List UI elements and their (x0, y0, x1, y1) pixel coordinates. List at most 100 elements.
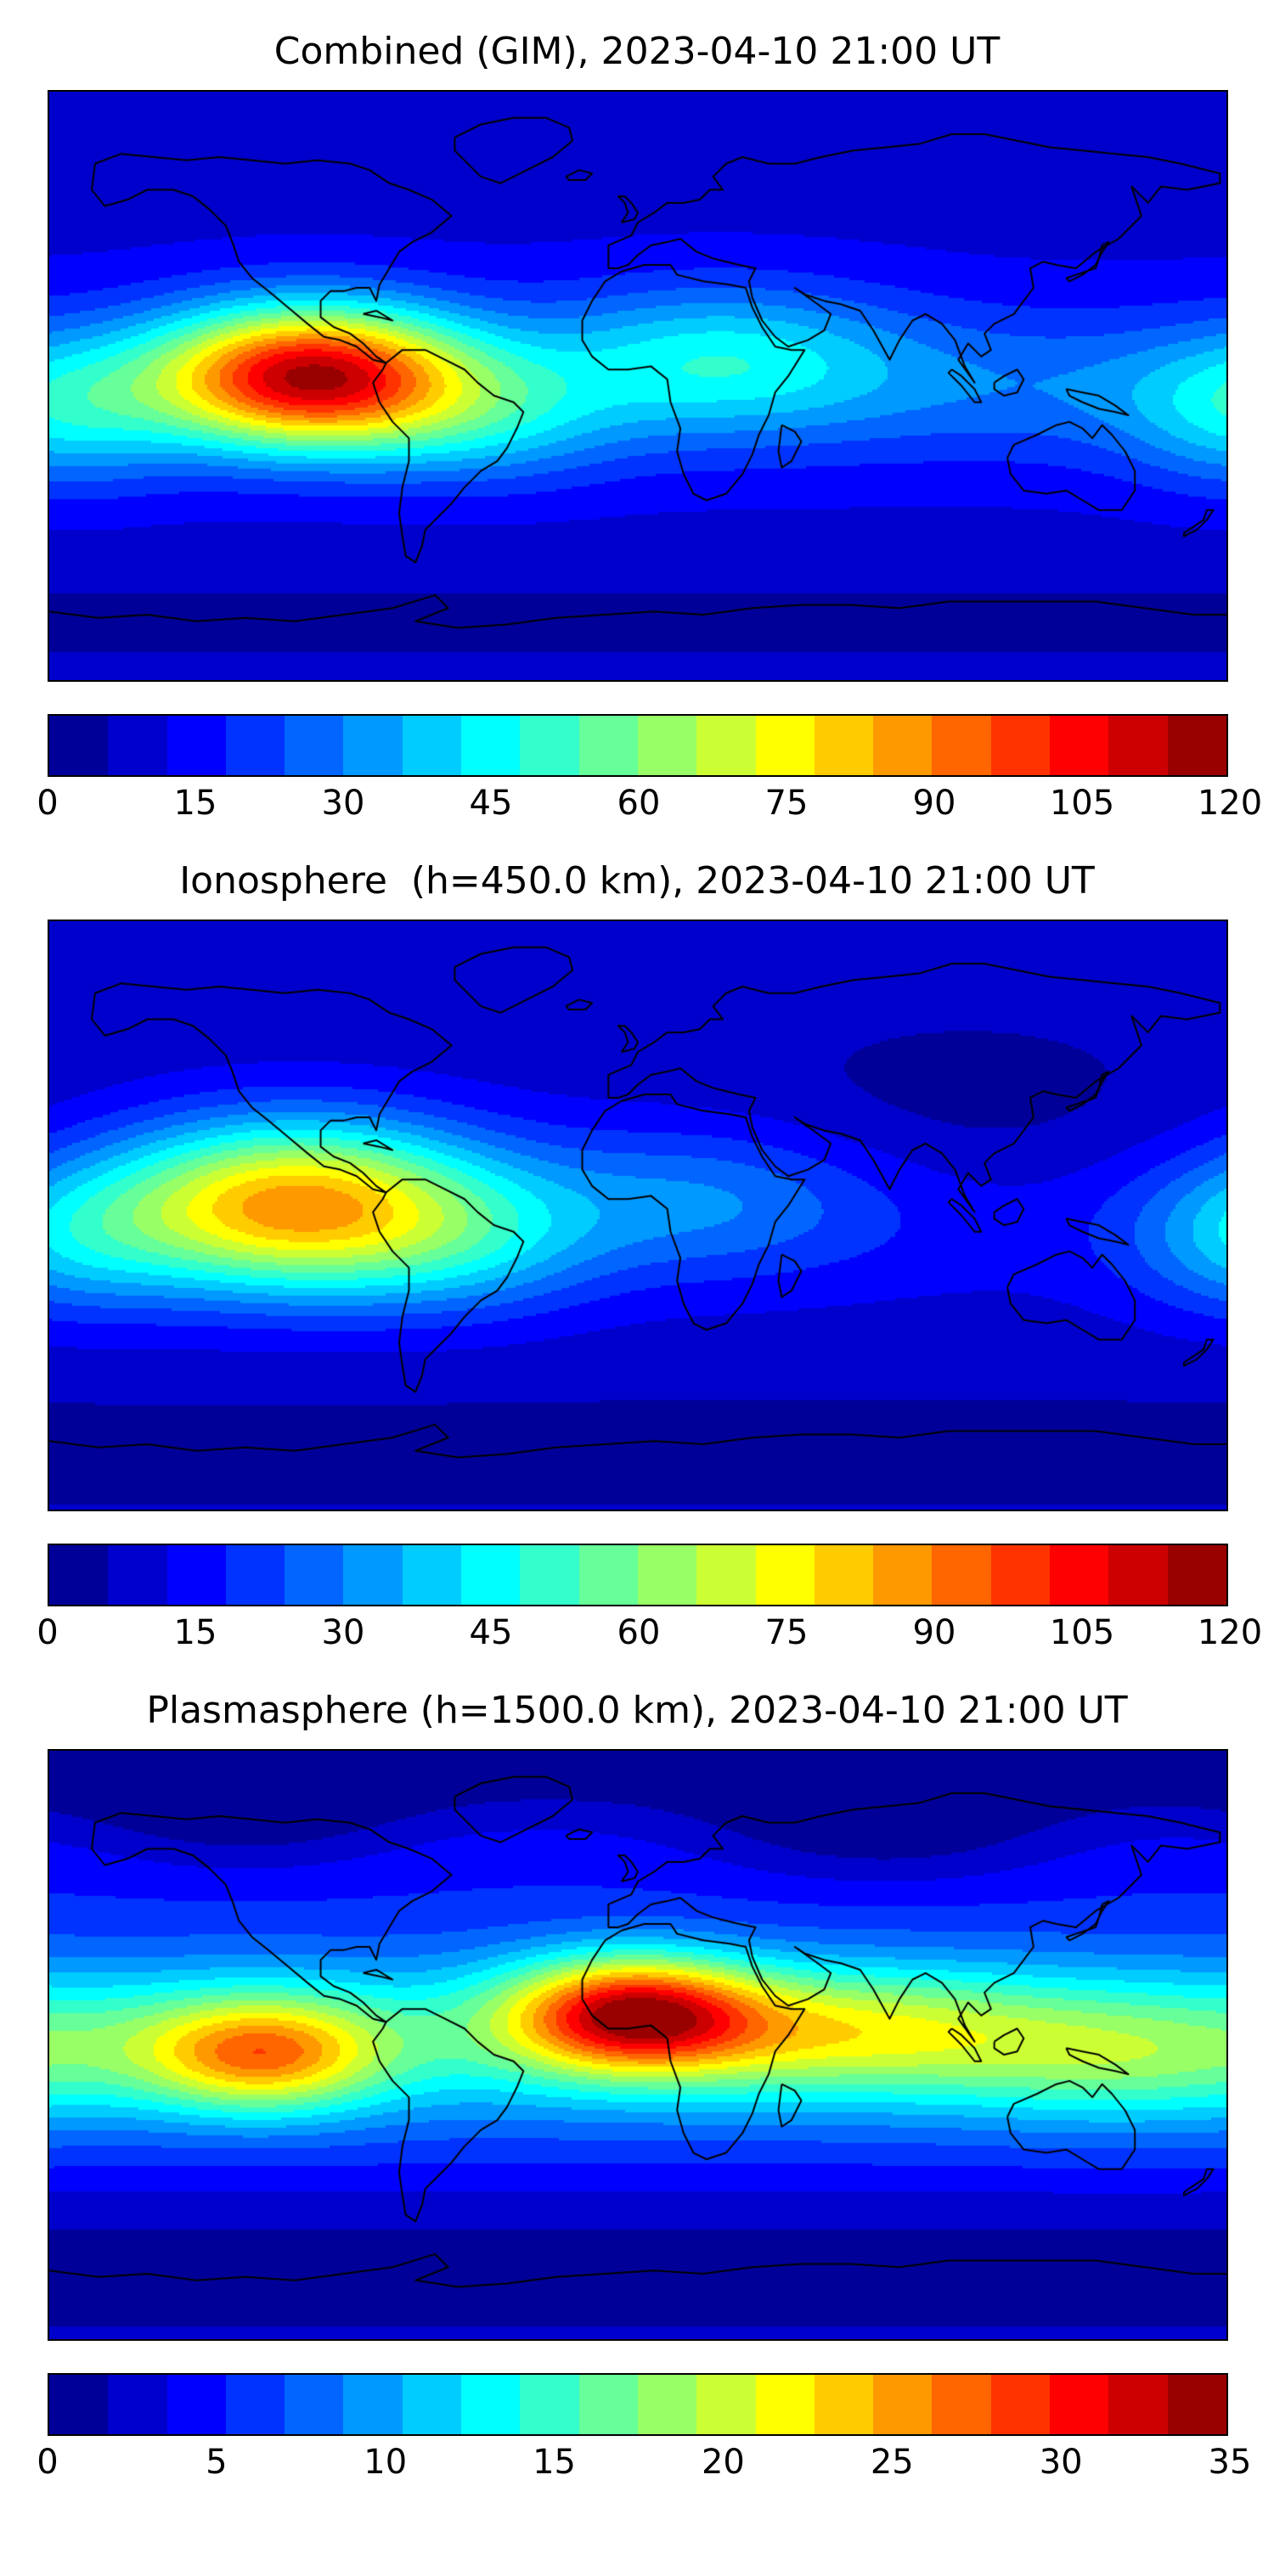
tec-figure: Combined (GIM), 2023-04-10 21:00 UT 0 15 3… (0, 29, 1274, 2492)
colorbar-segment (108, 716, 167, 775)
map-combined (48, 90, 1228, 682)
colorbar-segment (814, 716, 874, 775)
colorbar-tick-label: 60 (617, 1613, 661, 1652)
colorbar-ticks-ionosphere: 0 15 30 45 60 75 90 105 120 (37, 1610, 1262, 1662)
colorbar-segment (49, 1545, 109, 1605)
colorbar-tick-label: 15 (533, 2443, 577, 2482)
map-ionosphere (48, 920, 1228, 1511)
colorbar-segment (1050, 1545, 1109, 1605)
colorbar-segment (461, 1545, 521, 1605)
colorbar-segment (637, 716, 697, 775)
colorbar-segment (755, 2375, 815, 2434)
colorbar-segment (225, 1545, 285, 1605)
colorbar-segment (873, 1545, 933, 1605)
colorbar-segment (814, 1545, 874, 1605)
panel-title-combined: Combined (GIM), 2023-04-10 21:00 UT (273, 30, 1001, 73)
colorbar-segment (166, 2375, 226, 2434)
colorbar-segment (578, 2375, 638, 2434)
colorbar-segment (1108, 1545, 1168, 1605)
colorbar-segment (49, 716, 109, 775)
colorbar-segment (932, 716, 991, 775)
colorbar-segment (343, 2375, 403, 2434)
colorbar-segment (932, 2375, 991, 2434)
colorbar-segment (637, 2375, 697, 2434)
colorbar-tick-label: 0 (37, 784, 59, 823)
colorbar-segment (225, 716, 285, 775)
colorbar-segment (108, 1545, 167, 1605)
colorbar-tick-label: 45 (469, 784, 513, 823)
colorbar-tick-label: 25 (870, 2443, 914, 2482)
colorbar-segment (1108, 716, 1168, 775)
colorbar-segment (520, 1545, 579, 1605)
colorbar-segment (932, 1545, 991, 1605)
colorbar-segment (402, 2375, 462, 2434)
colorbar-segment (873, 2375, 933, 2434)
colorbar-segment (696, 2375, 756, 2434)
colorbar-segment (990, 1545, 1051, 1605)
colorbar-segment (578, 716, 638, 775)
colorbar-segment (343, 1545, 403, 1605)
panel-plasmasphere: Plasmasphere (h=1500.0 km), 2023-04-10 2… (0, 1688, 1274, 2492)
panel-title-plasmasphere: Plasmasphere (h=1500.0 km), 2023-04-10 2… (146, 1689, 1128, 1732)
colorbar-tick-label: 35 (1208, 2443, 1252, 2482)
colorbar-segment (285, 716, 344, 775)
colorbar-tick-label: 45 (469, 1613, 513, 1652)
colorbar-ticks-combined: 0 15 30 45 60 75 90 105 120 (37, 780, 1262, 833)
colorbar-segment (461, 716, 521, 775)
colorbar-plasmasphere (48, 2373, 1228, 2436)
colorbar-segment (696, 716, 756, 775)
colorbar-tick-label: 60 (617, 784, 661, 823)
colorbar-tick-label: 30 (1039, 2443, 1083, 2482)
colorbar-segment (166, 1545, 226, 1605)
colorbar-segment (1167, 716, 1226, 775)
colorbar-segment (1167, 2375, 1226, 2434)
tec-map-canvas-combined (49, 92, 1226, 680)
colorbar-tick-label: 90 (912, 1613, 956, 1652)
colorbar-segment (637, 1545, 697, 1605)
colorbar-segment (225, 2375, 285, 2434)
colorbar-tick-label: 105 (1049, 1613, 1115, 1652)
colorbar-tick-label: 120 (1197, 1613, 1263, 1652)
panel-title-ionosphere: Ionosphere (h=450.0 km), 2023-04-10 21:0… (179, 859, 1095, 903)
colorbar-segment (578, 1545, 638, 1605)
tec-map-canvas-plasmasphere (49, 1751, 1226, 2339)
colorbar-segment (990, 716, 1051, 775)
colorbar-tick-label: 30 (321, 1613, 365, 1652)
colorbar-segment (461, 2375, 521, 2434)
panel-ionosphere: Ionosphere (h=450.0 km), 2023-04-10 21:0… (0, 858, 1274, 1662)
colorbar-tick-label: 75 (764, 1613, 809, 1652)
colorbar-ticks-plasmasphere: 0 5 10 15 20 25 30 35 (37, 2439, 1251, 2492)
colorbar-segment (873, 716, 933, 775)
colorbar-segment (696, 1545, 756, 1605)
colorbar-tick-label: 30 (321, 784, 365, 823)
colorbar-tick-label: 120 (1197, 784, 1263, 823)
colorbar-segment (1167, 1545, 1226, 1605)
colorbar-segment (755, 1545, 815, 1605)
colorbar-tick-label: 90 (912, 784, 956, 823)
colorbar-segment (990, 2375, 1051, 2434)
colorbar-tick-label: 10 (364, 2443, 408, 2482)
colorbar-tick-label: 20 (701, 2443, 745, 2482)
colorbar-segment (1050, 2375, 1109, 2434)
colorbar-segment (166, 716, 226, 775)
colorbar-segment (49, 2375, 109, 2434)
colorbar-tick-label: 15 (173, 784, 217, 823)
map-plasmasphere (48, 1749, 1228, 2341)
colorbar-segment (1108, 2375, 1168, 2434)
colorbar-tick-label: 0 (37, 1613, 59, 1652)
colorbar-combined (48, 714, 1228, 777)
colorbar-segment (108, 2375, 167, 2434)
colorbar-segment (520, 2375, 579, 2434)
colorbar-segment (520, 716, 579, 775)
colorbar-tick-label: 15 (173, 1613, 217, 1652)
colorbar-segment (343, 716, 403, 775)
colorbar-segment (285, 1545, 344, 1605)
colorbar-segment (402, 1545, 462, 1605)
colorbar-segment (755, 716, 815, 775)
colorbar-segment (814, 2375, 874, 2434)
colorbar-tick-label: 105 (1049, 784, 1115, 823)
colorbar-tick-label: 75 (764, 784, 809, 823)
panel-combined-gim: Combined (GIM), 2023-04-10 21:00 UT 0 15 3… (0, 29, 1274, 833)
colorbar-segment (285, 2375, 344, 2434)
colorbar-segment (402, 716, 462, 775)
